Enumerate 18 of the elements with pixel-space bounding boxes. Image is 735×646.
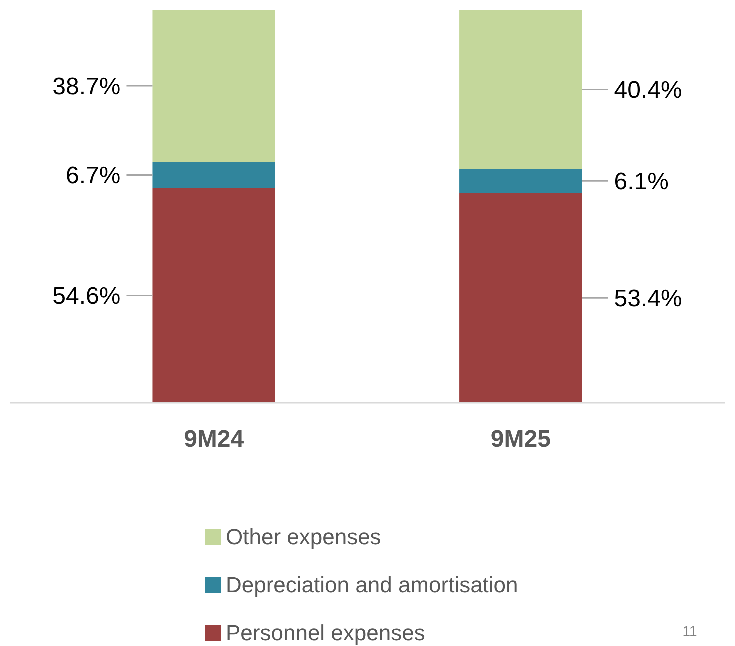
legend-label: Personnel expenses — [226, 620, 426, 646]
data-label: 6.7% — [66, 162, 121, 190]
data-label: 40.4% — [614, 77, 682, 104]
data-label: 6.1% — [614, 168, 669, 196]
data-label: 53.4% — [614, 285, 682, 312]
data-label: 38.7% — [52, 73, 121, 100]
bar — [460, 193, 582, 403]
bar — [152, 188, 276, 403]
x-tick-label: 9M24 — [184, 426, 245, 453]
text: 11 — [682, 623, 698, 639]
legend-label: Other expenses — [226, 524, 382, 550]
legend-label: Depreciation and amortisation — [226, 572, 518, 598]
x-tick-label: 9M25 — [490, 426, 551, 453]
bar — [460, 169, 582, 194]
bar — [460, 10, 582, 170]
data-label: 54.6% — [52, 283, 121, 310]
bar — [152, 162, 276, 188]
bar — [152, 10, 276, 162]
